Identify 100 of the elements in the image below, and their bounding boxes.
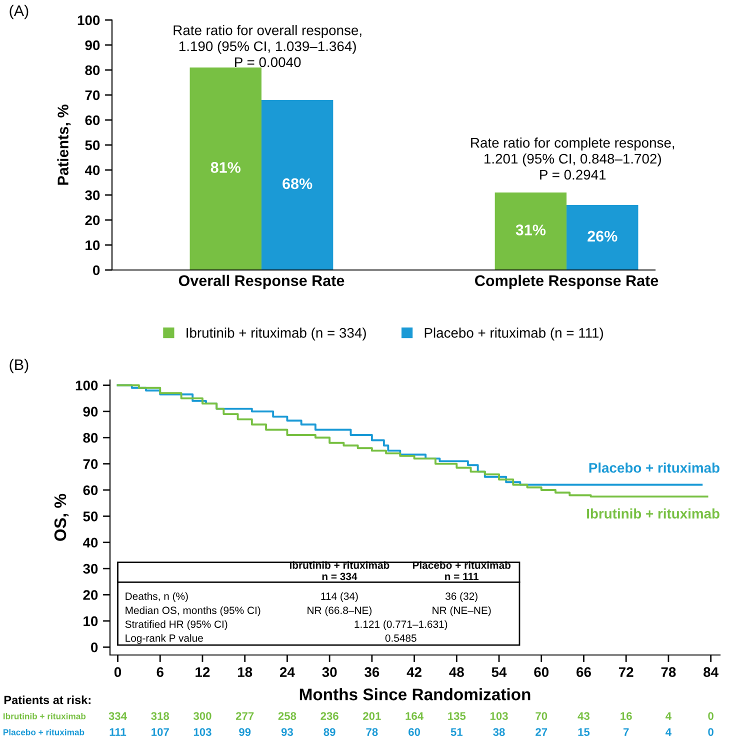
x-tick-label: 36 — [364, 667, 380, 678]
y-tick-label: 30 — [85, 190, 100, 200]
x-tick-label: 42 — [406, 667, 422, 677]
text: 103 — [490, 712, 508, 720]
y-tick-label: 80 — [83, 432, 98, 443]
text: 103 — [194, 728, 212, 736]
y-tick-label: 40 — [82, 538, 98, 548]
text: 4 — [666, 712, 672, 720]
y-tick-label: 10 — [84, 616, 98, 626]
y-tick-label: 70 — [83, 459, 98, 469]
annotation: NR (NE–NE) — [432, 606, 491, 616]
text: Patients at risk: — [4, 695, 90, 704]
text: 70 — [536, 712, 548, 720]
text: Placebo + rituximab — [4, 728, 84, 736]
bar — [190, 68, 262, 270]
text: 164 — [406, 712, 424, 720]
x-tick-label: 66 — [576, 667, 591, 678]
text: 99 — [239, 728, 251, 736]
data-label: 68% — [282, 178, 312, 190]
x-tick-label: Overall Response Rate — [178, 274, 344, 290]
annotation: 1.121 (0.771–1.631) — [354, 620, 448, 630]
y-tick-label: 20 — [83, 590, 98, 600]
text: 201 — [363, 712, 381, 720]
x-tick-label: 84 — [704, 667, 718, 678]
text: 0 — [708, 728, 714, 736]
y-tick-label: 20 — [85, 215, 100, 226]
y-axis-title: OS, % — [54, 494, 69, 541]
x-tick-label: 0 — [114, 667, 122, 678]
annotation: Deaths, n (%) — [126, 592, 188, 602]
annotation: 114 (34) — [321, 592, 358, 602]
chart-title: (B) — [10, 358, 28, 374]
x-tick-label: 48 — [449, 667, 464, 678]
y-tick-label: 40 — [84, 165, 100, 176]
annotation: Rate ratio for complete response, 1.201 (95% CI, 0.848–1.702) P = 0.2941 — [471, 138, 674, 180]
y-tick-label: 60 — [85, 115, 100, 126]
annotation: Rate ratio for overall response, 1.190 (95% CI, 1.039–1.364) P = 0.0040 — [174, 25, 362, 68]
data-label: 31% — [516, 224, 546, 236]
text: 60 — [408, 728, 420, 736]
text: 258 — [278, 712, 296, 720]
text: 15 — [578, 728, 590, 736]
legend-label: Ibrutinib + rituximab (n = 334) — [186, 328, 366, 341]
text: 4 — [666, 728, 672, 736]
y-tick-label: 50 — [83, 512, 98, 522]
text: 334 — [108, 712, 127, 720]
annotation: Median OS, months (95% CI) — [126, 606, 260, 616]
data-label: 26% — [588, 230, 618, 242]
x-tick-label: 18 — [238, 667, 252, 678]
x-tick-label: 60 — [534, 667, 549, 678]
text: 300 — [193, 712, 212, 720]
text: 16 — [620, 712, 632, 720]
annotation: NR (66.8–NE) — [308, 606, 372, 616]
text: 318 — [151, 712, 170, 720]
x-tick-label: Complete Response Rate — [475, 274, 658, 290]
y-tick-label: 30 — [83, 564, 98, 574]
y-tick-label: 10 — [86, 240, 100, 250]
bar — [261, 100, 334, 270]
text: 27 — [536, 728, 548, 736]
annotation: Ibrutinib + rituximab n = 334 — [290, 561, 390, 580]
x-tick-label: 24 — [280, 667, 295, 677]
y-tick-label: 70 — [85, 90, 100, 100]
y-tick-label: 80 — [85, 65, 100, 76]
text: 78 — [366, 728, 378, 736]
y-tick-label: 90 — [85, 40, 100, 50]
y-tick-label: 0 — [93, 265, 100, 276]
text: 89 — [324, 728, 336, 736]
text: 236 — [320, 712, 338, 720]
text: 51 — [450, 728, 463, 736]
annotation: 0.5485 — [385, 634, 416, 642]
annotation: Stratified HR (95% CI) — [125, 620, 228, 630]
x-tick-label: 6 — [156, 667, 164, 678]
text: Ibrutinib + rituximab — [4, 712, 86, 720]
bar — [494, 192, 567, 270]
text: 7 — [623, 728, 629, 736]
y-tick-label: 100 — [78, 15, 100, 26]
legend-label: Placebo + rituximab (n = 111) — [424, 328, 604, 341]
x-tick-label: 78 — [661, 667, 676, 678]
annotation: Log-rank P value — [126, 634, 203, 644]
y-tick-label: 50 — [85, 140, 100, 150]
text: 111 — [110, 728, 126, 736]
x-tick-label: 54 — [492, 667, 507, 678]
text: 0 — [708, 712, 714, 720]
series-label: Placebo + rituximab — [589, 462, 720, 473]
text: 38 — [493, 728, 505, 736]
text: 107 — [152, 728, 169, 736]
series-label: Ibrutinib + rituximab — [587, 508, 720, 519]
y-axis-title: Patients, % — [57, 104, 71, 185]
text: 135 — [448, 712, 466, 720]
x-tick-label: 30 — [322, 667, 337, 678]
text: 93 — [281, 728, 293, 736]
y-tick-label: 0 — [91, 642, 98, 652]
x-axis-title: Months Since Randomization — [300, 688, 530, 700]
chart-title: (A) — [10, 4, 28, 20]
text: 43 — [578, 712, 590, 720]
bar — [566, 205, 638, 270]
text: 277 — [236, 712, 254, 720]
x-tick-label: 12 — [196, 667, 210, 677]
x-tick-label: 72 — [618, 667, 634, 677]
data-label: 81% — [210, 162, 241, 173]
y-tick-label: 100 — [76, 380, 98, 390]
y-tick-label: 60 — [83, 485, 98, 496]
